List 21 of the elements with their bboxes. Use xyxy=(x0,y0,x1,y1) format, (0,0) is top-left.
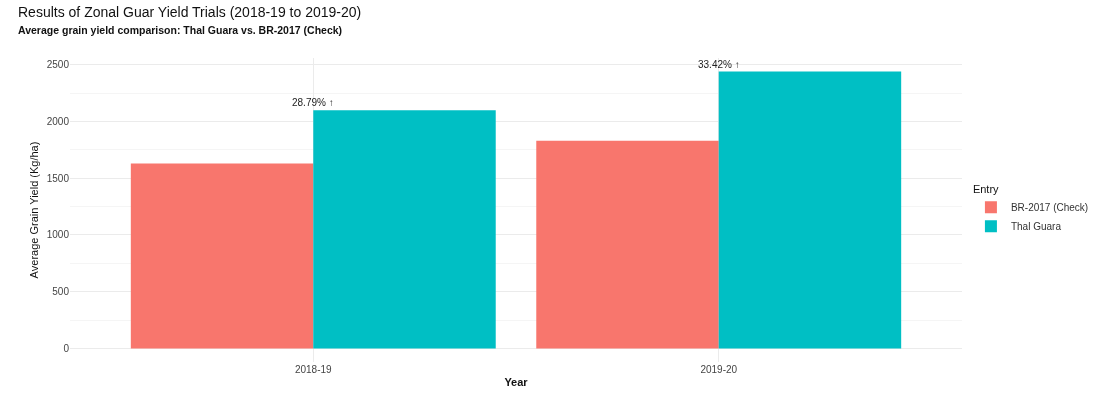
y-tick-label: 1500 xyxy=(46,172,70,184)
bar xyxy=(130,163,314,349)
x-tick-label: 2018-19 xyxy=(294,364,333,375)
y-axis-title: Average Grain Yield (Kg/ha) xyxy=(28,141,40,279)
annotation: 28.79% ↑ xyxy=(292,97,334,108)
x-axis-title: Year xyxy=(504,376,529,389)
bar xyxy=(718,71,902,349)
y-tick-label: 2000 xyxy=(46,116,70,128)
legend-label: Thal Guara xyxy=(1010,221,1062,233)
bar xyxy=(313,110,496,349)
y-tick-label: 500 xyxy=(52,286,70,298)
legend-title: Entry xyxy=(972,182,1000,195)
y-tick-label: 2500 xyxy=(46,59,70,71)
y-tick-label: 1000 xyxy=(46,229,70,241)
legend-label: BR-2017 (Check) xyxy=(1010,202,1089,214)
x-tick-label: 2019-20 xyxy=(700,364,738,375)
chart-title: Results of Zonal Guar Yield Trials (2018-19 to 2019-20) xyxy=(18,4,362,20)
y-tick-label: 0 xyxy=(63,342,70,354)
bar xyxy=(536,140,719,349)
annotation: 33.42% ↑ xyxy=(698,59,740,70)
chart-subtitle: Average grain yield comparison: Thal Guara vs. BR-2017 (Check) xyxy=(18,24,343,36)
